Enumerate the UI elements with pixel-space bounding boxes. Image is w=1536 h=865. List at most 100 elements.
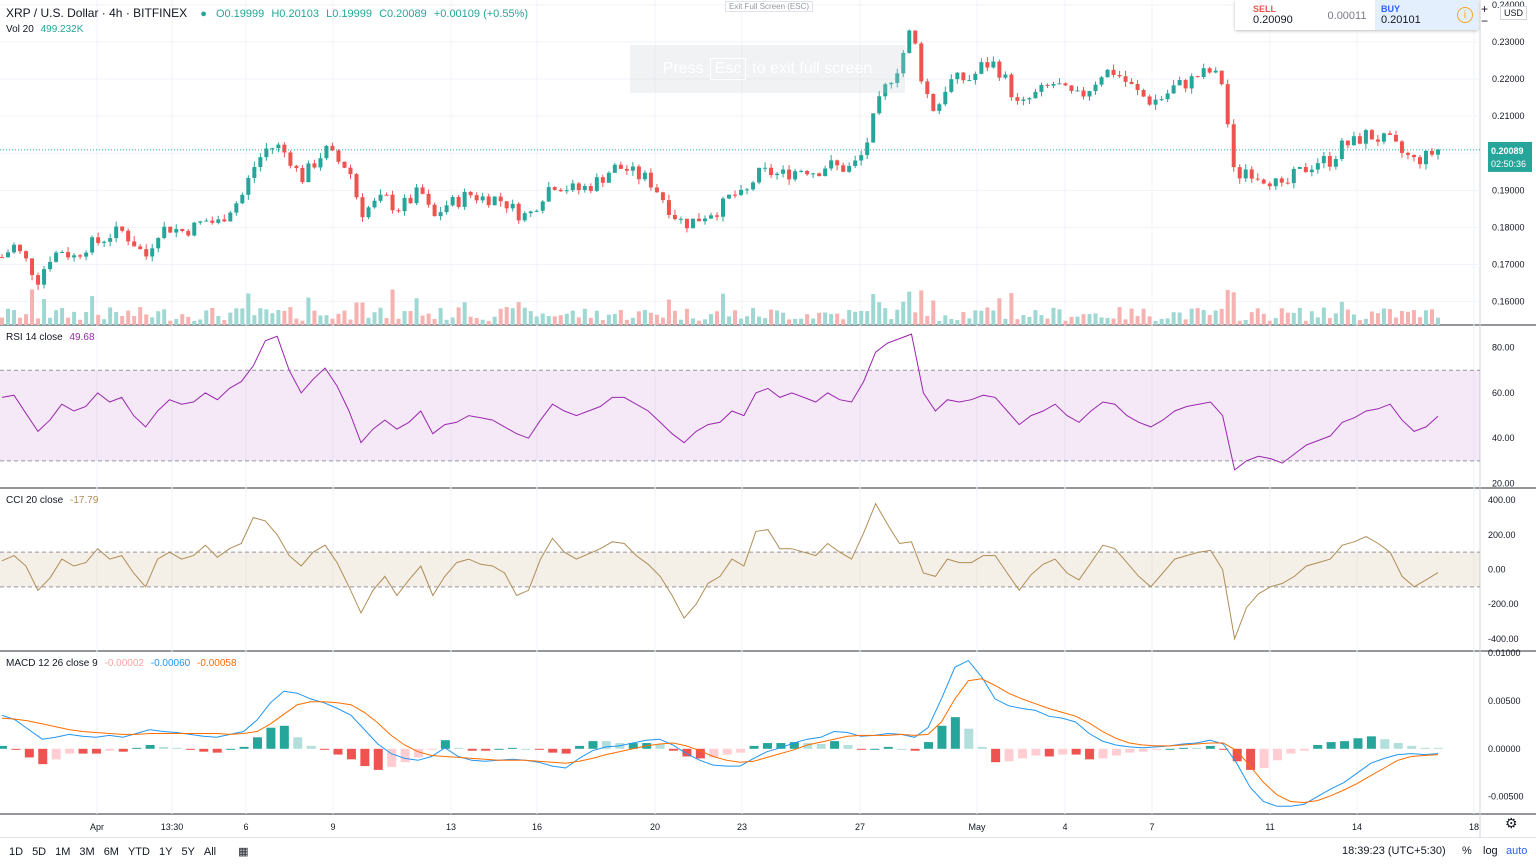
volume-bar [78,319,83,325]
macd-histogram-bar [695,748,705,759]
volume-bar [498,308,503,325]
macd-histogram-bar [655,744,665,749]
volume-bar [1429,309,1434,325]
candle-body [204,220,209,222]
range-1d[interactable]: 1D [9,845,24,858]
candle-body [1363,130,1368,144]
candle-body [1333,158,1338,167]
candle-body [324,145,329,159]
candle-body [1375,139,1380,142]
volume-bar [54,310,59,325]
candle-body [372,200,377,208]
macd-histogram-bar [212,748,222,753]
volume-bar [654,314,659,325]
candle-body [456,196,461,207]
candle-body [36,275,41,285]
candle-body [1279,178,1284,183]
candle-body [642,172,647,180]
info-circle-icon[interactable]: i [1457,7,1473,23]
candle-body [781,169,786,174]
macd-histogram-bar [78,748,88,754]
volume-bar [378,307,383,325]
range-all[interactable]: All [203,845,217,858]
exit-fullscreen-hint[interactable]: Exit Full Screen (ESC) [725,1,814,12]
candle-body [54,252,59,262]
candle-body [1021,99,1026,101]
candle-body [234,203,239,213]
candle-body [162,226,167,238]
candle-body [570,183,575,191]
macd-histogram-bar [910,748,920,751]
volume-bar [360,302,365,325]
candle-body [1207,68,1212,73]
macd-tick-label: 0.00000 [1488,744,1521,754]
clock-time[interactable]: 18:39:23 (UTC+5:30) [1342,845,1446,857]
macd-histogram-bar [279,725,289,749]
candle-body [1345,140,1350,146]
volume-bar [1105,318,1110,325]
candle-body [468,191,473,196]
macd-histogram-bar [1098,748,1108,759]
range-3m[interactable]: 3M [79,845,95,858]
volume-bar [546,316,551,325]
macd-histogram-bar [1017,748,1027,759]
range-1y[interactable]: 1Y [158,845,173,858]
cci-tick-label: 0.00 [1488,565,1506,575]
candle-body [1423,150,1428,165]
auto-scale-toggle[interactable]: auto [1506,845,1528,857]
candle-body [330,145,335,151]
rsi-value: 49.68 [69,332,95,343]
volume-bar [835,313,840,325]
volume-bar [354,302,359,325]
zoom-out-button[interactable]: − [1481,14,1489,28]
volume-bar [198,319,203,325]
percent-scale-toggle[interactable]: % [1462,845,1472,857]
volume-bar [1261,313,1266,325]
symbol-title: XRP / U.S. Dollar · 4h · BITFINEX [6,6,188,20]
macd-hist-value: -0.00002 [104,658,144,669]
candle-body [1231,124,1236,168]
candle-body [1009,74,1014,98]
range-6m[interactable]: 6M [103,845,119,858]
volume-bar [1279,308,1284,325]
candle-body [486,196,491,206]
cci-tick-label: -200.00 [1488,599,1519,609]
chart-settings-gear-icon[interactable]: ⚙ [1505,815,1518,831]
candle-body [174,228,179,233]
volume-bar [1231,292,1236,325]
range-ytd[interactable]: YTD [127,845,150,858]
macd-label: MACD 12 26 close 9 [6,658,98,669]
range-5y[interactable]: 5Y [181,845,195,858]
sell-button[interactable]: SELL 0.20090 [1235,0,1319,30]
range-1m[interactable]: 1M [55,845,71,858]
macd-histogram-bar [1179,747,1189,749]
macd-histogram-bar [1165,748,1175,750]
candle-body [931,94,936,111]
range-5d[interactable]: 5D [32,845,47,858]
candle-body [1315,163,1320,170]
volume-bar [1201,309,1206,325]
volume-bar [1039,315,1044,325]
volume-bar [246,293,251,325]
volume-bar [648,312,653,325]
macd-histogram-bar [132,747,142,749]
goto-date-calendar-icon[interactable]: ▦ [238,846,249,858]
candle-body [522,213,527,221]
volume-bar [516,302,521,325]
macd-histogram-bar [91,748,101,754]
rsi-tick-label: 20.00 [1492,478,1515,488]
volume-bar [985,307,990,325]
zoom-in-button[interactable]: + [1481,2,1489,16]
volume-bar [1436,317,1440,325]
macd-histogram-bar [1299,748,1309,751]
log-scale-toggle[interactable]: log [1483,845,1498,857]
candle-body [60,252,65,254]
volume-bar [636,311,641,325]
candle-body [258,157,263,168]
candle-body [1153,99,1158,105]
currency-badge[interactable]: USD [1500,6,1528,20]
candle-body [24,251,29,259]
volume-bar [1099,317,1104,325]
volume-bar [1411,310,1416,325]
